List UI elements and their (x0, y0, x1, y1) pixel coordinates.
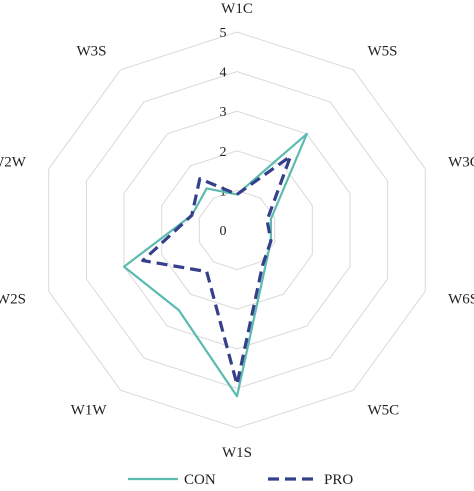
category-label-w1s: W1S (222, 445, 252, 461)
tick-label-0: 0 (220, 224, 227, 239)
category-label-w6s: W6S (448, 292, 474, 308)
category-label-w2w: W2W (0, 154, 27, 170)
series-lines (122, 132, 308, 398)
radar-grid (48, 31, 426, 429)
category-label-w3s: W3S (77, 43, 107, 59)
legend-label-pro: PRO (324, 472, 353, 488)
grid-ring-1 (198, 189, 276, 271)
category-label-w3c: W3C (448, 154, 474, 170)
tick-label-4: 4 (220, 66, 227, 81)
category-label-w5s: W5S (368, 43, 398, 59)
tick-label-3: 3 (220, 105, 227, 120)
legend-label-con: CON (184, 472, 216, 488)
grid-ring-3 (123, 110, 351, 350)
tick-label-5: 5 (220, 26, 227, 41)
series-line-con (122, 132, 308, 398)
series-line-pro (141, 154, 293, 386)
category-labels: W1C W5S W3C W6S W5C W1S W1W W2S W2W W3S (0, 1, 474, 461)
category-label-w2s: W2S (0, 292, 26, 308)
category-label-w1w: W1W (71, 403, 108, 419)
tick-label-2: 2 (220, 145, 227, 160)
grid-ring-5 (48, 31, 426, 429)
category-label-w1c: W1C (221, 1, 253, 17)
grid-ring-2 (161, 150, 313, 310)
grid-ring-4 (85, 71, 389, 389)
legend: CON PRO (128, 472, 353, 488)
category-label-w5c: W5C (368, 403, 400, 419)
